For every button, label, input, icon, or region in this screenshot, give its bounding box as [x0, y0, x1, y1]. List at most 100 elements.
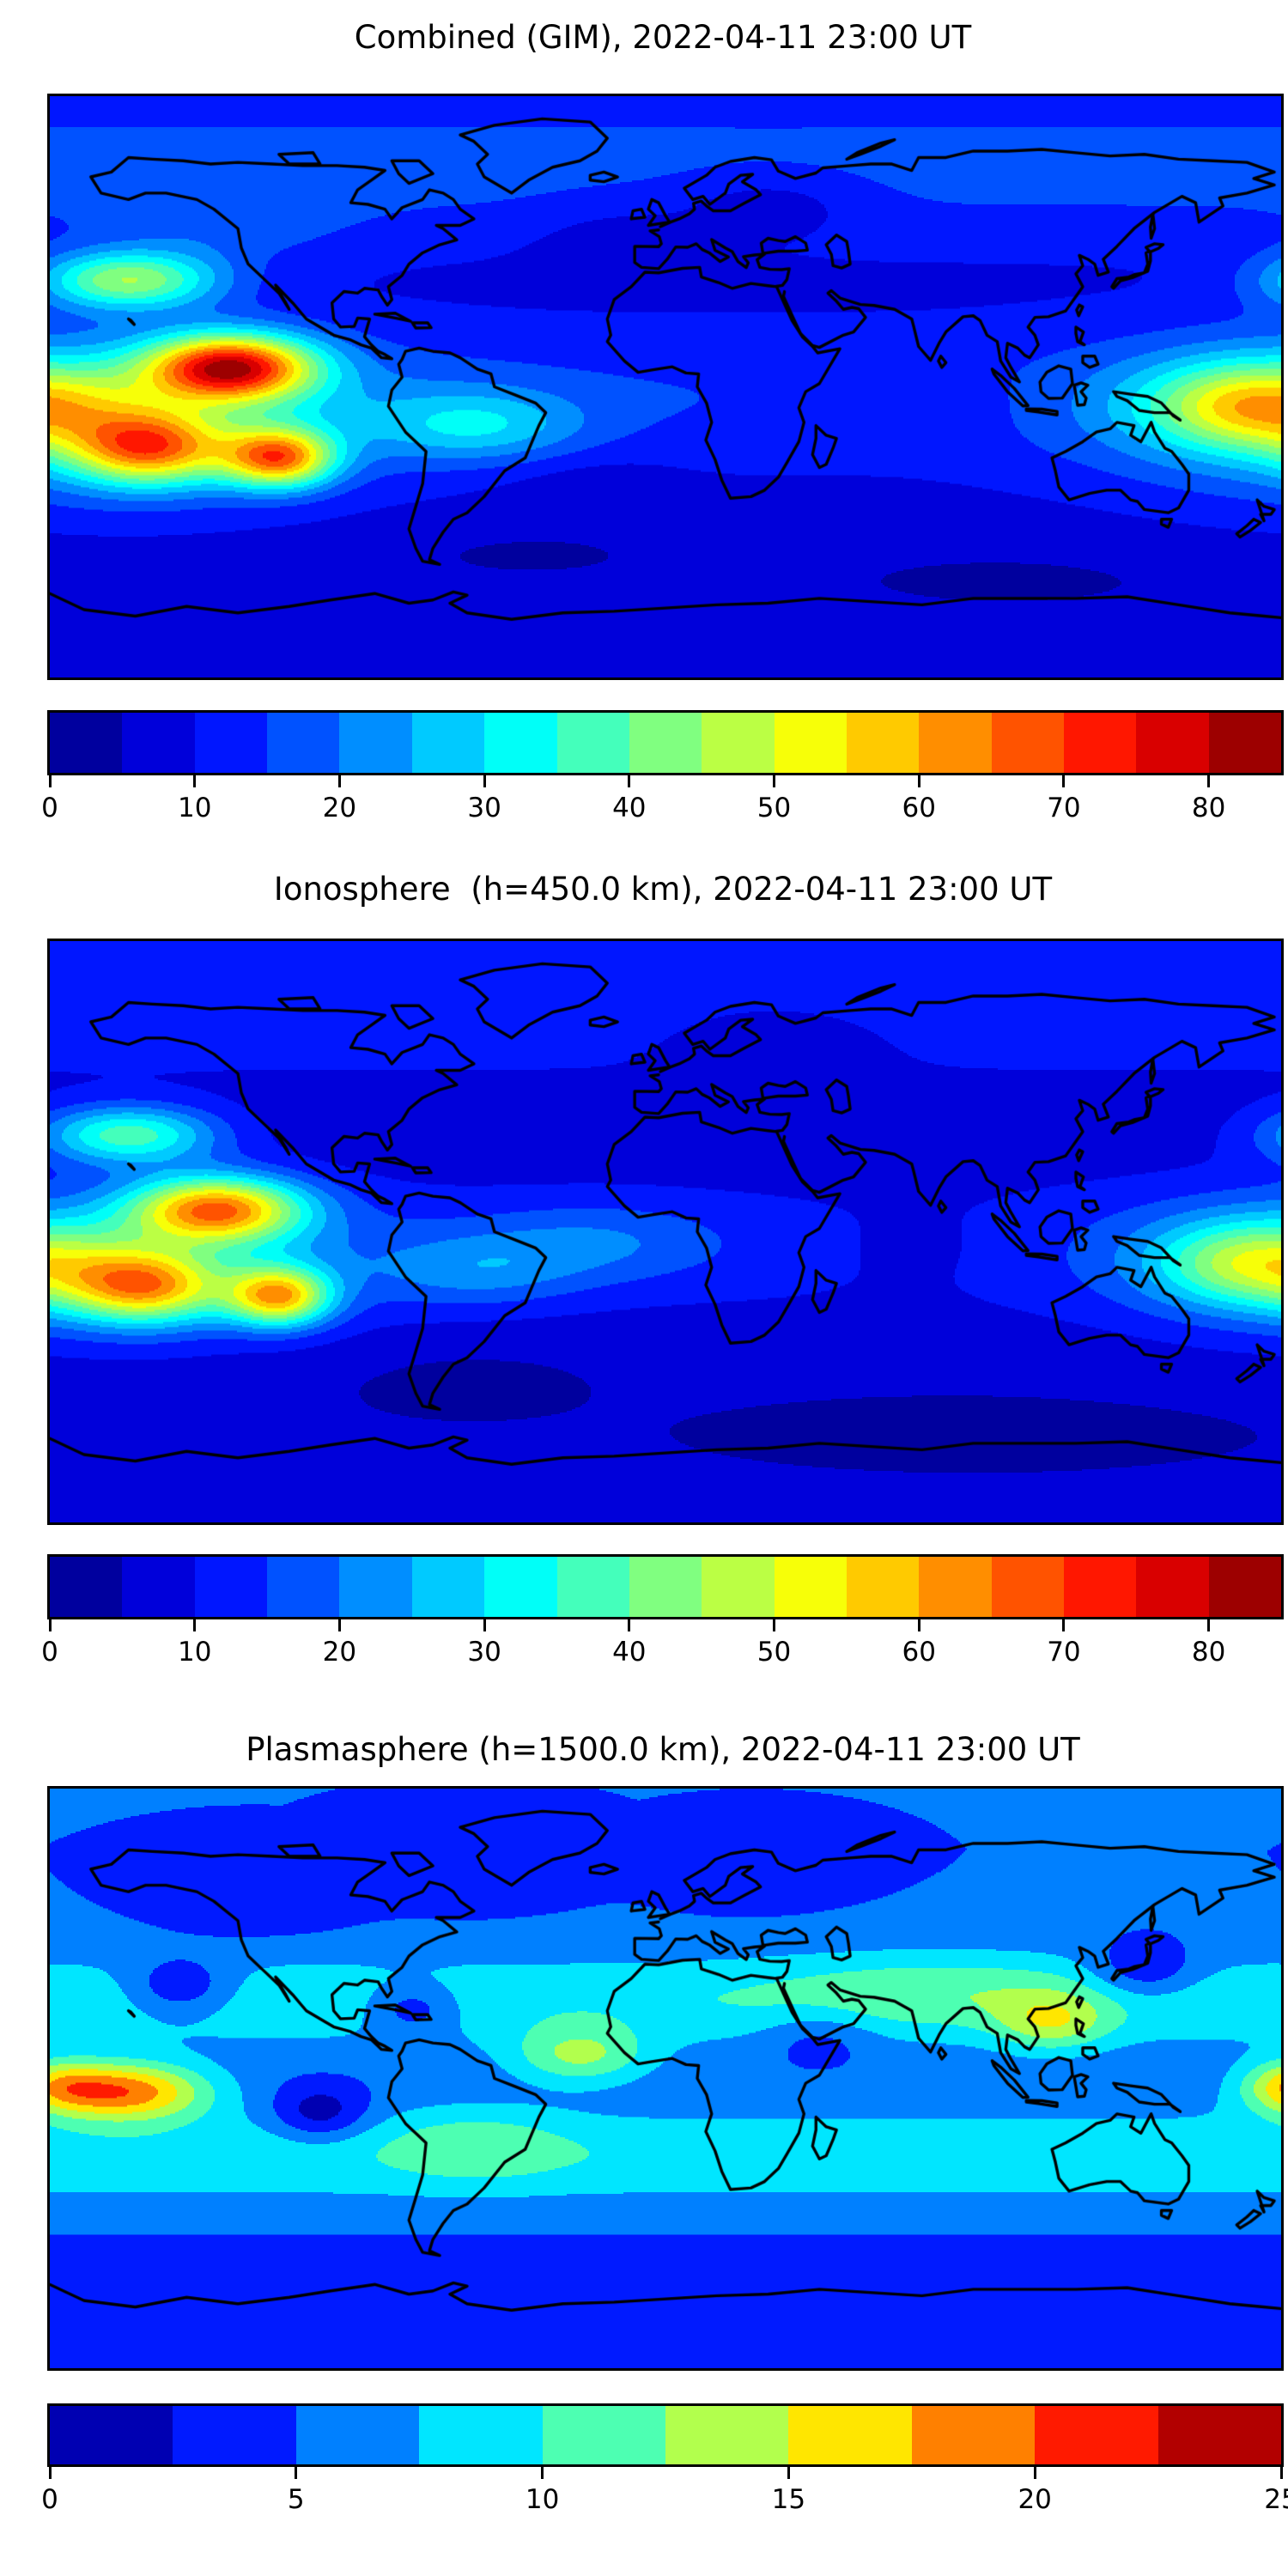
colorbar-tick-mark — [483, 775, 486, 787]
colorbar-tick-mark — [628, 775, 631, 787]
colorbar-tick-mark — [1207, 775, 1211, 787]
colorbar-tick-mark — [48, 1619, 52, 1631]
colorbar-segment — [846, 713, 920, 773]
colorbar-tick-mark — [628, 1619, 631, 1631]
colorbar-tick-label: 0 — [41, 1637, 58, 1668]
colorbar-segment — [1157, 2406, 1282, 2464]
colorbar-tick-mark — [917, 1619, 920, 1631]
colorbar-segment — [846, 1557, 920, 1617]
colorbar-tick-label: 70 — [1047, 793, 1081, 823]
colorbar-segment — [991, 1557, 1065, 1617]
colorbar-tick-label: 80 — [1191, 1637, 1226, 1668]
colorbar-ticks-ionosphere: 0 10 20 30 40 50 60 70 80 — [41, 1619, 1281, 1688]
colorbar-tick-mark — [541, 2467, 544, 2479]
colorbar-tick-mark — [1062, 1619, 1066, 1631]
colorbar-segment — [788, 2406, 912, 2464]
colorbar-tick-mark — [337, 1619, 341, 1631]
colorbar-segment — [774, 1557, 847, 1617]
colorbar-segment — [419, 2406, 543, 2464]
colorbar-tick-mark — [48, 775, 52, 787]
colorbar-segment — [1035, 2406, 1158, 2464]
colorbar-tick-label: 50 — [756, 1637, 792, 1668]
colorbar-ticks-plasmasphere: 0 5 10 15 20 25 — [41, 2467, 1288, 2536]
colorbar-tick-label: 15 — [771, 2484, 806, 2515]
colorbar-segment — [122, 713, 195, 773]
colorbar-tick-label: 20 — [322, 793, 357, 823]
colorbar-tick-label: 70 — [1047, 1637, 1081, 1668]
colorbar-tick-label: 30 — [467, 1637, 501, 1668]
colorbar-segment — [339, 713, 412, 773]
colorbar-tick-mark — [193, 775, 197, 787]
colorbar-segment — [484, 713, 557, 773]
colorbar-segment — [1136, 713, 1209, 773]
colorbar-tick-label: 80 — [1191, 793, 1226, 823]
colorbar-segment — [194, 1557, 268, 1617]
map-combined — [47, 94, 1284, 680]
colorbar-segment — [1064, 1557, 1137, 1617]
colorbar-tick-mark — [295, 2467, 298, 2479]
colorbar-segment — [556, 713, 629, 773]
colorbar-plasmasphere — [47, 2403, 1284, 2467]
colorbar-tick-mark — [337, 775, 341, 787]
colorbar-tick-label: 25 — [1264, 2484, 1288, 2515]
colorbar-segment — [911, 2406, 1036, 2464]
map-ionosphere — [47, 939, 1284, 1525]
colorbar-segment — [122, 1557, 195, 1617]
colorbar-tick-label: 0 — [41, 2484, 58, 2515]
colorbar-tick-label: 30 — [467, 793, 501, 823]
colorbar-tick-mark — [917, 775, 920, 787]
colorbar-tick-mark — [48, 2467, 52, 2479]
colorbar-segment — [542, 2406, 666, 2464]
colorbar-segment — [50, 713, 123, 773]
colorbar-tick-label: 40 — [612, 1637, 647, 1668]
colorbar-segment — [556, 1557, 629, 1617]
colorbar-tick-mark — [787, 2467, 790, 2479]
colorbar-tick-label: 60 — [902, 793, 936, 823]
colorbar-tick-label: 60 — [902, 1637, 936, 1668]
colorbar-segment — [1064, 713, 1137, 773]
colorbar-segment — [50, 2406, 173, 2464]
colorbar-tick-label: 20 — [322, 1637, 357, 1668]
colorbar-segment — [1208, 713, 1282, 773]
colorbar-tick-label: 0 — [41, 793, 58, 823]
panel-title-combined: Combined (GIM), 2022-04-11 23:00 UT — [354, 19, 972, 56]
colorbar-ticks-combined: 0 10 20 30 40 50 60 70 80 — [41, 775, 1281, 844]
colorbar-segment — [665, 2406, 789, 2464]
coastlines-plasmasphere — [50, 1789, 1281, 2368]
colorbar-tick-mark — [1062, 775, 1066, 787]
coastlines-ionosphere — [50, 941, 1281, 1522]
colorbar-combined — [47, 710, 1284, 775]
colorbar-tick-mark — [1033, 2467, 1036, 2479]
colorbar-tick-label: 20 — [1018, 2484, 1052, 2515]
colorbar-tick-mark — [773, 775, 776, 787]
colorbar-segment — [702, 713, 775, 773]
colorbar-segment — [411, 1557, 485, 1617]
colorbar-segment — [1208, 1557, 1282, 1617]
colorbar-segment — [774, 713, 847, 773]
colorbar-segment — [411, 713, 485, 773]
colorbar-segment — [1136, 1557, 1209, 1617]
map-plasmasphere — [47, 1786, 1284, 2371]
colorbar-tick-mark — [773, 1619, 776, 1631]
colorbar-segment — [919, 713, 992, 773]
colorbar-tick-mark — [1207, 1619, 1211, 1631]
colorbar-segment — [50, 1557, 123, 1617]
colorbar-segment — [919, 1557, 992, 1617]
panel-title-ionosphere: Ionosphere (h=450.0 km), 2022-04-11 23:0… — [273, 871, 1053, 908]
colorbar-segment — [629, 713, 702, 773]
colorbar-tick-mark — [1279, 2467, 1283, 2479]
coastlines-combined — [50, 96, 1281, 677]
colorbar-segment — [339, 1557, 412, 1617]
colorbar-segment — [267, 713, 340, 773]
colorbar-ionosphere — [47, 1554, 1284, 1619]
colorbar-segment — [295, 2406, 420, 2464]
colorbar-tick-label: 5 — [287, 2484, 305, 2515]
colorbar-tick-label: 40 — [612, 793, 647, 823]
colorbar-segment — [702, 1557, 775, 1617]
colorbar-segment — [267, 1557, 340, 1617]
colorbar-segment — [629, 1557, 702, 1617]
colorbar-segment — [173, 2406, 296, 2464]
colorbar-segment — [991, 713, 1065, 773]
colorbar-tick-mark — [483, 1619, 486, 1631]
